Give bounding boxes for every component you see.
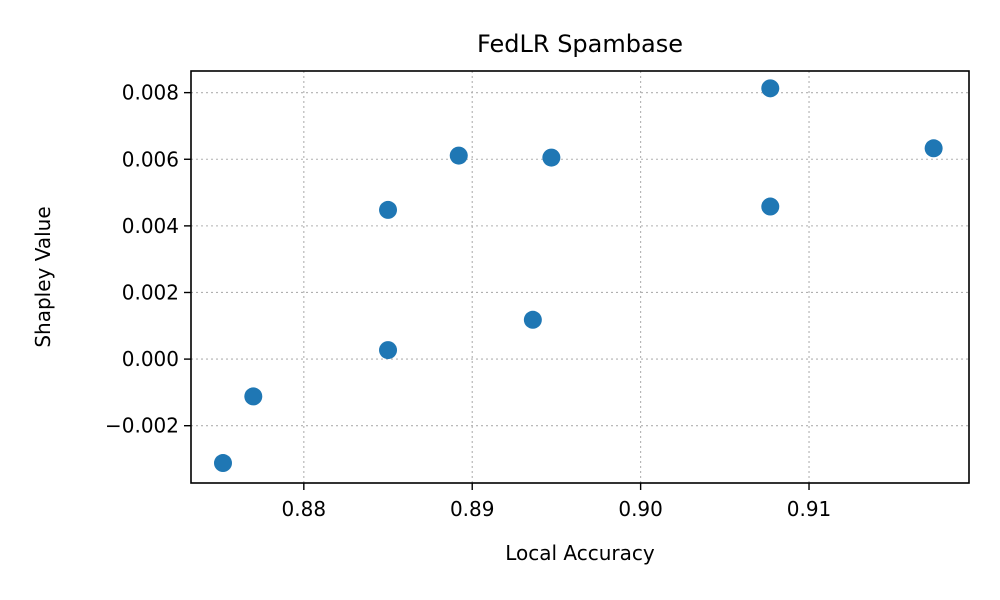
scatter-point (761, 79, 780, 98)
scatter-point (542, 148, 561, 167)
scatter-point (523, 310, 542, 329)
x-tick-label: 0.90 (618, 497, 663, 521)
scatter-point (924, 139, 943, 158)
x-axis-ticks: 0.88 0.89 0.90 0.91 (282, 483, 832, 521)
y-tick-label: 0.006 (122, 147, 179, 171)
scatter-point (379, 341, 398, 360)
chart-title: FedLR Spambase (477, 30, 683, 58)
x-tick-label: 0.88 (282, 497, 327, 521)
scatter-point (379, 200, 398, 219)
x-axis-label: Local Accuracy (505, 541, 655, 565)
grid-lines (191, 71, 969, 483)
y-axis-ticks: −0.002 0.000 0.002 0.004 0.006 0.008 (105, 81, 191, 438)
scatter-point (213, 454, 232, 473)
y-axis-label: Shapley Value (31, 206, 55, 347)
y-tick-label: −0.002 (105, 414, 179, 438)
y-tick-label: 0.000 (122, 347, 179, 371)
y-tick-label: 0.004 (122, 214, 179, 238)
x-tick-label: 0.91 (787, 497, 832, 521)
plot-frame (190, 70, 970, 484)
x-tick-label: 0.89 (450, 497, 495, 521)
scatter-point (244, 387, 263, 406)
scatter-point (449, 146, 468, 165)
y-tick-label: 0.008 (122, 81, 179, 105)
y-tick-label: 0.002 (122, 280, 179, 304)
data-points (213, 79, 943, 473)
scatter-point (761, 197, 780, 216)
